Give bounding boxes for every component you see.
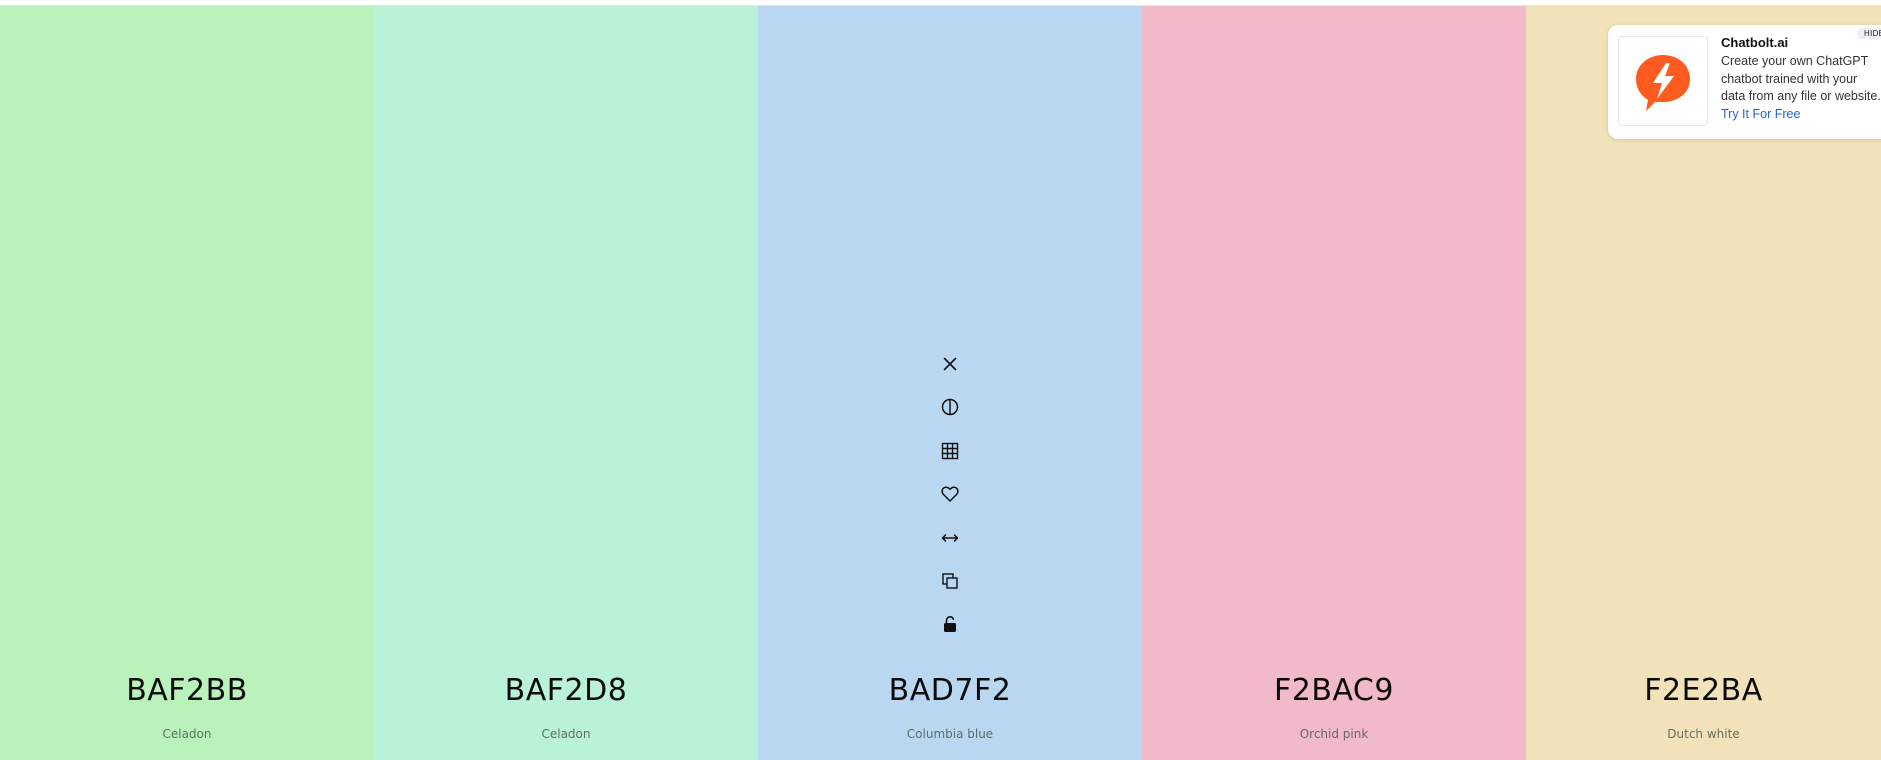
- sponsored-ad[interactable]: Chatbolt.ai Create your own ChatGPT chat…: [1608, 25, 1881, 139]
- swatch-hex[interactable]: BAD7F2: [888, 673, 1012, 708]
- ad-cta-link[interactable]: Try It For Free: [1721, 106, 1801, 121]
- save-color-button[interactable]: [932, 476, 968, 512]
- swatch-hex[interactable]: BAF2D8: [504, 673, 628, 708]
- lock-icon: [944, 616, 956, 633]
- swatch-toolbar: [930, 346, 970, 650]
- heart-icon: [941, 486, 959, 502]
- close-icon: [943, 357, 957, 371]
- swatch-4[interactable]: F2BAC9 Orchid pink: [1142, 6, 1526, 760]
- ad-text: Create your own ChatGPT chatbot trained …: [1721, 53, 1881, 123]
- ad-logo[interactable]: [1618, 36, 1708, 126]
- shades-grid-icon: [941, 442, 959, 459]
- chatbolt-logo-icon: [1636, 55, 1690, 111]
- palette: BAF2BB Celadon BAF2D8 Celadon: [0, 6, 1881, 760]
- swatch-hex[interactable]: BAF2BB: [126, 673, 248, 708]
- swatch-3[interactable]: BAD7F2 Columbia blue: [758, 6, 1142, 760]
- contrast-button[interactable]: [932, 389, 968, 425]
- drag-horizontal-icon: [941, 533, 959, 542]
- swatch-name[interactable]: Celadon: [162, 727, 212, 741]
- swatch-hex[interactable]: F2BAC9: [1274, 673, 1394, 708]
- ad-title[interactable]: Chatbolt.ai: [1721, 35, 1789, 50]
- swatch-2[interactable]: BAF2D8 Celadon: [374, 6, 758, 760]
- ad-hide-button[interactable]: HIDE: [1858, 28, 1881, 39]
- drag-button[interactable]: [932, 520, 968, 556]
- view-shades-button[interactable]: [932, 433, 968, 469]
- swatch-name[interactable]: Columbia blue: [906, 727, 994, 741]
- swatch-hex[interactable]: F2E2BA: [1644, 673, 1763, 708]
- swatch-1[interactable]: BAF2BB Celadon: [0, 6, 374, 760]
- copy-hex-button[interactable]: [932, 563, 968, 599]
- top-border: [0, 0, 1881, 6]
- remove-color-button[interactable]: [932, 346, 968, 382]
- swatch-name[interactable]: Celadon: [541, 727, 591, 741]
- contrast-icon: [941, 399, 959, 416]
- swatch-name[interactable]: Orchid pink: [1299, 727, 1369, 741]
- swatch-name[interactable]: Dutch white: [1667, 727, 1740, 741]
- copy-icon: [942, 573, 958, 589]
- ad-description: Create your own ChatGPT chatbot trained …: [1721, 54, 1881, 103]
- toggle-lock-button[interactable]: [932, 606, 968, 642]
